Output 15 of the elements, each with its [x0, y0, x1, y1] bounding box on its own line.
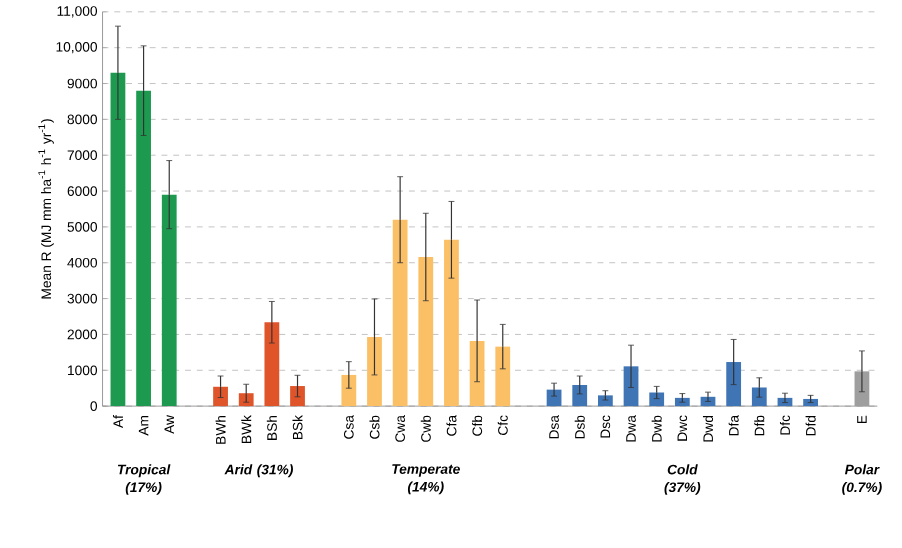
- bar: [597, 395, 613, 407]
- bar: [161, 194, 177, 407]
- bar: [674, 397, 690, 407]
- bar: [572, 384, 588, 407]
- bar: [264, 322, 280, 407]
- bar: [803, 398, 819, 407]
- bar: [392, 219, 408, 407]
- bar: [136, 90, 151, 407]
- bar: [649, 392, 665, 407]
- bar: [341, 374, 357, 407]
- bar: [444, 239, 459, 407]
- bar: [110, 72, 126, 407]
- bar: [495, 346, 511, 407]
- bar: [418, 256, 434, 407]
- bar: [751, 387, 767, 407]
